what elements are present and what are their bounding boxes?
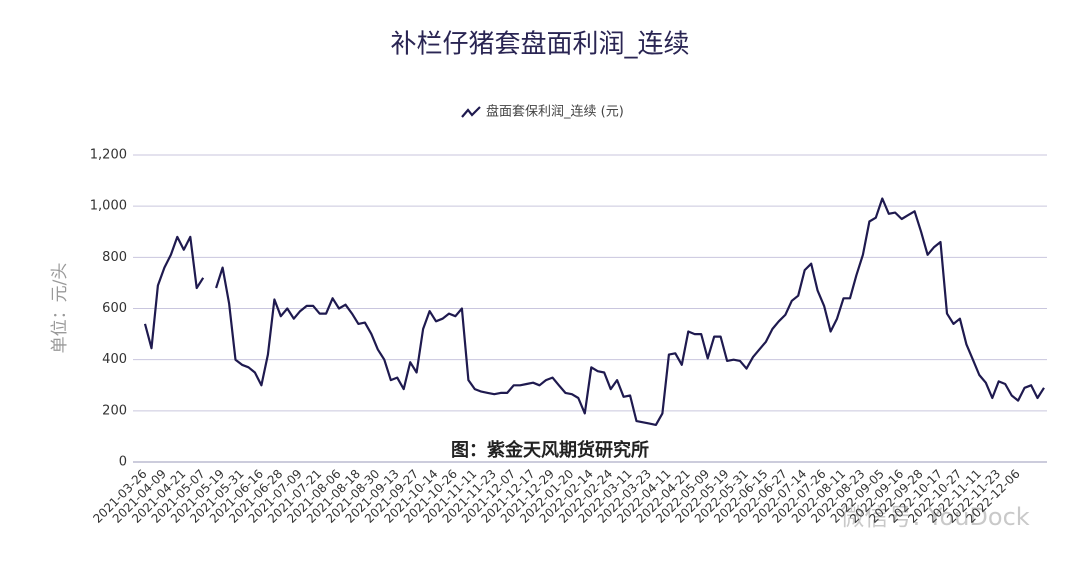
y-tick-label: 600 bbox=[102, 301, 127, 316]
y-tick-label: 0 bbox=[119, 455, 127, 470]
y-tick-label: 400 bbox=[102, 352, 127, 367]
chart-title: 补栏仔猪套盘面利润_连续 bbox=[390, 30, 689, 60]
legend-icon bbox=[461, 106, 481, 118]
legend-label: 盘面套保利润_连续 (元) bbox=[486, 104, 624, 120]
y-axis-label: 单位：元/头 bbox=[50, 263, 70, 354]
annotation: 图：紫金天风期货研究所 bbox=[451, 439, 649, 461]
data-line bbox=[143, 197, 1045, 426]
watermark: 微信号: YouDock bbox=[840, 503, 1029, 531]
y-tick-label: 1,200 bbox=[90, 148, 127, 163]
y-tick-label: 800 bbox=[102, 250, 127, 265]
y-tick-label: 1,000 bbox=[90, 199, 127, 214]
y-tick-label: 200 bbox=[102, 403, 127, 418]
